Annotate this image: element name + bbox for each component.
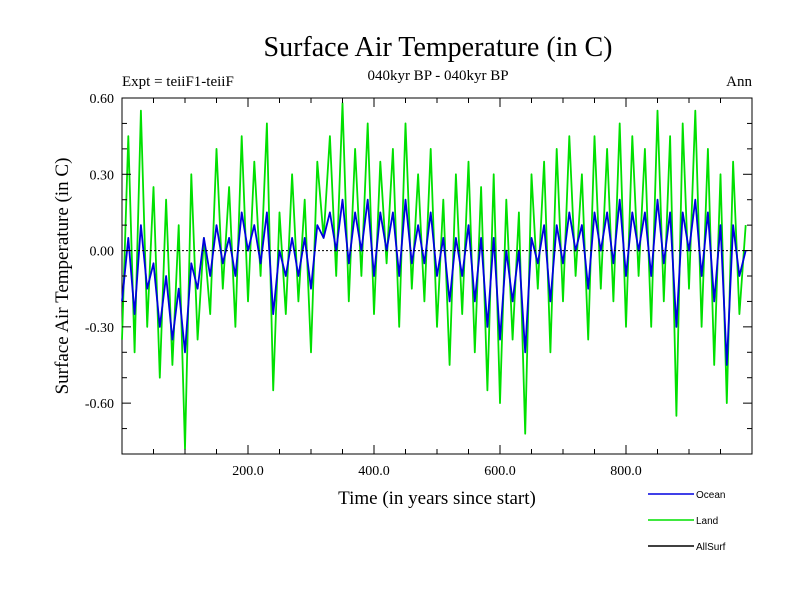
x-tick-label: 600.0: [484, 464, 516, 479]
y-tick-label: 0.30: [90, 168, 115, 183]
legend: Ocean Land AllSurf: [648, 490, 726, 553]
ticks-layer: 200.0 400.0 600.0 800.0 0.60 0.30 0.00 -0.30 -0.…: [85, 92, 752, 479]
experiment-label: Expt = teiiF1-teiiF: [122, 74, 234, 90]
x-tick-label: 200.0: [232, 464, 264, 479]
legend-label-allsurf: AllSurf: [696, 542, 726, 553]
series-line-land: [121, 102, 747, 450]
x-tick-label: 800.0: [610, 464, 642, 479]
series-layer: [121, 102, 747, 450]
chart-title: Surface Air Temperature (in C): [264, 32, 613, 63]
plot-area: 200.0 400.0 600.0 800.0 0.60 0.30 0.00 -0.30 -0.…: [85, 92, 753, 479]
y-tick-label: 0.00: [90, 245, 115, 260]
x-tick-label: 400.0: [358, 464, 390, 479]
y-tick-label: -0.60: [85, 397, 114, 412]
x-axis-label: Time (in years since start): [338, 488, 536, 509]
chart-subtitle: 040kyr BP - 040kyr BP: [367, 68, 508, 84]
season-label: Ann: [726, 74, 752, 90]
series-line-ocean: [121, 198, 747, 366]
legend-label-ocean: Ocean: [696, 490, 725, 501]
y-axis-label: Surface Air Temperature (in C): [52, 158, 73, 395]
y-tick-label: 0.60: [90, 92, 115, 107]
y-tick-label: -0.30: [85, 321, 114, 336]
legend-label-land: Land: [696, 516, 718, 527]
